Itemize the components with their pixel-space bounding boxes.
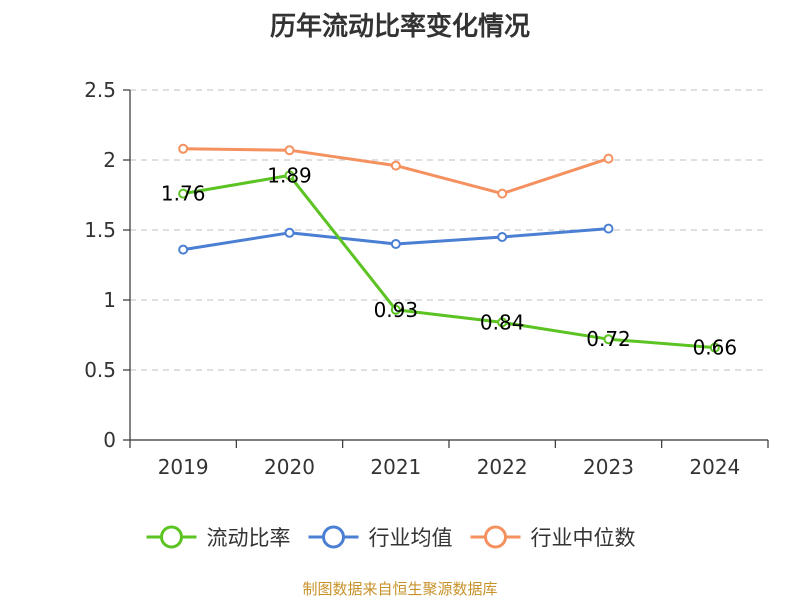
data-point [284,170,295,181]
series-lines [178,143,720,353]
data-label: 1.89 [267,163,312,187]
series-line [183,147,609,196]
data-point [390,239,401,249]
x-tick-label: 2023 [583,455,634,479]
y-tick-label: 2.5 [84,78,116,102]
data-point [497,188,508,199]
data-labels: 1.76 1.89 0.93 0.84 0.72 0.66 [161,163,737,359]
y-tick-label: 1.5 [84,218,116,242]
chart-title: 历年流动比率变化情况 [269,12,530,42]
data-label: 0.66 [693,336,738,360]
grid-lines [130,89,768,371]
data-point [390,160,401,171]
series-line [182,173,715,350]
y-tick-label: 0 [103,428,116,452]
data-point [603,223,614,234]
legend-marker-icon [160,525,183,549]
data-point [497,317,508,328]
x-tick-label: 2024 [689,455,740,479]
legend-marker-icon [484,525,507,549]
data-label: 0.72 [586,327,631,351]
x-tick-label: 2022 [477,455,528,479]
x-tick-label: 2019 [158,455,209,479]
legend-marker-icon [322,525,345,549]
legend-label: 行业中位数 [531,526,636,550]
data-point [178,188,189,199]
legend[interactable]: 流动比率 行业均值 行业中位数 [146,525,636,550]
x-tick-label: 2021 [370,455,421,479]
x-tick-label: 2020 [264,455,315,479]
legend-item[interactable]: 行业中位数 [470,525,636,550]
data-point [178,143,189,154]
y-tick-label: 2 [103,148,116,172]
data-point [603,153,614,164]
data-point [178,244,189,255]
legend-label: 行业均值 [369,526,453,550]
data-label: 1.76 [161,182,206,206]
data-label: 0.84 [480,310,525,334]
data-point [709,342,720,353]
data-point [603,334,614,345]
data-point [497,232,508,242]
y-tick-label: 0.5 [84,358,116,382]
y-tick-label: 1 [103,288,116,312]
data-point [390,304,401,315]
legend-item[interactable]: 行业均值 [308,525,453,550]
data-label: 0.93 [374,298,419,322]
legend-item[interactable]: 流动比率 [146,525,291,550]
legend-label: 流动比率 [207,526,291,550]
data-point [284,227,295,238]
source-note: 制图数据来自恒生聚源数据库 [302,580,498,598]
axes: 0 0.5 1 1.5 2 2.5 2019 2020 2021 2022 2023 2024 [84,78,769,479]
data-point [284,145,295,156]
